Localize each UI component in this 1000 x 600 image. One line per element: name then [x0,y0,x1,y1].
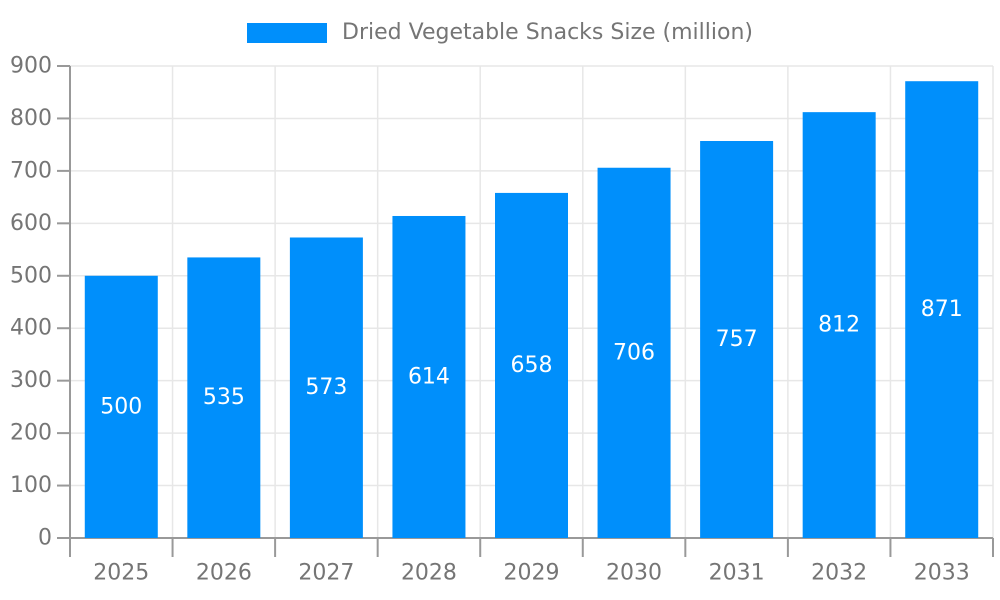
bar-value-label: 871 [921,297,963,322]
y-tick-label: 700 [10,158,52,183]
x-tick-label: 2027 [298,561,354,586]
y-tick-label: 100 [10,473,52,498]
bar-2029[interactable] [495,192,568,538]
bar-2028[interactable] [392,215,466,539]
x-tick-label: 2025 [93,561,149,586]
y-tick-label: 300 [10,368,52,393]
chart-legend[interactable]: Dried Vegetable Snacks Size (million) [0,22,1000,44]
x-tick-label: 2026 [196,561,252,586]
x-tick-label: 2031 [709,561,765,586]
x-tick-label: 2033 [914,561,970,586]
bar-2033[interactable] [905,81,979,538]
bar-2032[interactable] [802,112,876,538]
y-tick-label: 500 [10,263,52,288]
y-tick-label: 600 [10,211,52,236]
bar-2031[interactable] [700,140,774,539]
bar-value-label: 658 [511,353,553,378]
y-tick-label: 900 [10,54,52,79]
bar-value-label: 535 [203,385,245,410]
bar-value-label: 812 [818,313,860,338]
y-tick-label: 400 [10,316,52,341]
bar-2030[interactable] [597,167,671,538]
bar-2025[interactable] [84,275,158,538]
legend-swatch [247,23,328,43]
bar-value-label: 500 [100,394,142,419]
bar-value-label: 757 [716,327,758,352]
x-tick-label: 2030 [606,561,662,586]
x-tick-label: 2028 [401,561,457,586]
y-tick-label: 800 [10,106,52,131]
x-tick-label: 2032 [811,561,867,586]
bar-value-label: 706 [613,340,655,365]
x-tick-label: 2029 [504,561,560,586]
legend-label: Dried Vegetable Snacks Size (million) [342,20,753,45]
bar-value-label: 614 [408,364,450,389]
bar-2026[interactable] [187,257,261,538]
y-tick-label: 0 [38,526,52,551]
y-tick-label: 200 [10,421,52,446]
bar-value-label: 573 [305,375,347,400]
bar-2027[interactable] [289,237,363,538]
